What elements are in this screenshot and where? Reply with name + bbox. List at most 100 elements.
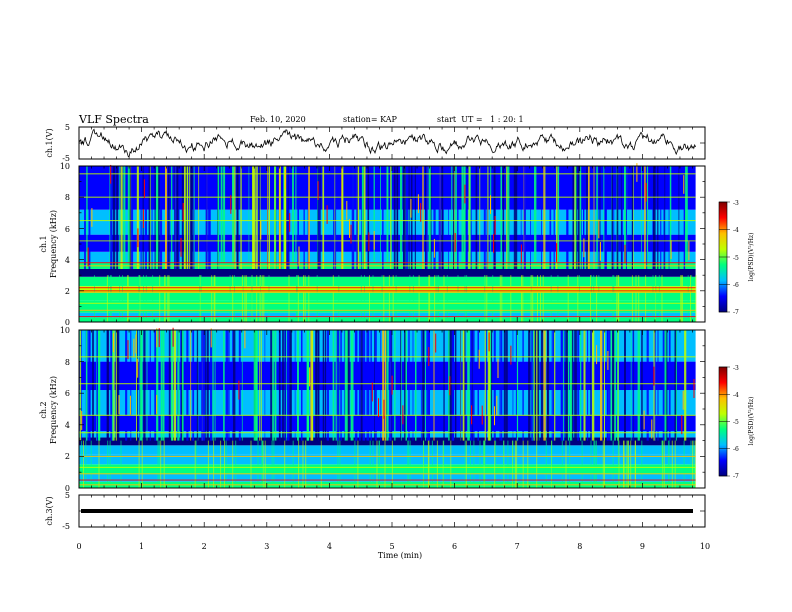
spectrogram-streak [290,330,292,441]
ch1-waveform-ylabel: ch.1(V) [45,128,54,157]
spectrogram-streak [232,440,234,488]
spectrogram-streak [108,275,109,322]
spectrogram-streak [301,330,303,441]
spectrogram-streak [593,166,595,269]
spectrogram-streak [425,330,426,441]
spectrogram-streak [200,275,202,322]
spectrogram-streak [353,166,355,269]
ch3-waveform-ticks [78,494,706,528]
spectrogram-streak [373,166,375,269]
spectrogram-streak [577,166,581,269]
spectrogram-streak [160,330,163,441]
spectrogram-streak [500,330,503,441]
spectrogram-streak [138,440,140,488]
spectrogram-streak [106,275,108,322]
spectrogram-streak [80,330,82,441]
spectrogram-streak [635,440,636,488]
spectrogram-streak [356,166,358,269]
spectrogram-streak [405,166,408,269]
spectrogram-streak [451,330,455,441]
spectrogram-streak [225,440,227,488]
spectrogram-streak [165,166,168,269]
spectrogram-streak [382,166,384,269]
spectrogram-streak [407,440,409,488]
spectrogram-streak [98,440,100,488]
spectrogram-streak [303,166,305,269]
spectrogram-streak [143,330,146,441]
spectrogram-streak [94,275,95,322]
spectrogram-streak [464,275,466,322]
spectrogram-streak [522,330,524,441]
start-ut-label: start UT = 1 : 20: 1 [437,115,524,124]
spectrogram-streak [388,275,390,322]
spectrogram-streak [616,166,619,269]
spectrogram-streak [687,275,689,322]
figure-title: VLF Spectra [78,113,149,126]
spectrogram-streak [85,330,88,441]
spectrogram-streak [214,275,216,322]
spectrogram-streak [400,330,402,441]
spectrogram-streak [372,275,374,322]
spectrogram-streak [391,166,392,269]
spectrogram-streak [569,440,571,488]
spectrogram-streak [448,166,449,269]
spectrogram-streak [193,166,195,269]
spectrogram-streak [232,166,235,269]
spectrogram-streak [380,166,381,269]
spectrogram-streak [241,275,243,322]
spectrogram-streak [210,330,213,441]
spectrogram-streak [646,330,649,441]
ch2-colorbar-tick-m7: -7 [733,473,739,480]
spectrogram-streak [298,440,300,488]
ch1-colorbar-tick-m7: -7 [733,309,739,316]
spectrogram-streak [553,166,555,269]
spectrogram-streak [167,166,170,269]
ch2-spectrogram-panel: 0 2 4 6 8 10 ch.2 Frequency (kHz) [39,326,706,493]
spectrogram-streak [663,440,665,488]
spectrogram-streak [624,330,626,441]
spectrogram-streak [590,275,592,322]
ch1-ytick-4: 4 [65,256,70,265]
spectrogram-streak [422,166,424,269]
spectrogram-streak [369,275,370,322]
spectrogram-streak [136,330,137,441]
spectrogram-streak [259,275,261,322]
spectrogram-streak [335,166,337,269]
spectrogram-streak [109,275,111,322]
spectrogram-streak [136,330,138,441]
spectrogram-streak [394,330,396,441]
spectrogram-streak [470,330,471,441]
spectrogram-streak [602,330,604,441]
spectrogram-streak [552,330,555,441]
spectrogram-streak [143,275,144,322]
xtick-1: 1 [139,542,144,551]
spectrogram-streak [653,166,656,269]
spectrogram-streak [332,275,334,322]
spectrogram-streak [625,166,627,269]
spectrogram-streak [152,275,154,322]
spectrogram-streak [412,330,414,441]
spectrogram-streak [192,330,195,441]
spectrogram-streak [441,166,444,269]
spectrogram-streak [674,330,677,441]
spectrogram-streak [557,166,560,269]
spectrogram-streak [131,166,134,269]
spectrogram-streak [486,275,488,322]
spectrogram-streak [262,440,263,488]
spectrogram-streak [428,166,431,269]
spectrogram-streak [505,330,508,441]
spectrogram-streak [284,166,287,269]
spectrogram-streak [316,275,318,322]
spectrogram-streak [664,166,666,269]
spectrogram-streak [228,330,230,441]
spectrogram-streak [485,330,487,441]
spectrogram-streak [633,330,635,441]
spectrogram-streak [470,166,472,269]
spectrogram-streak [577,330,580,441]
spectrogram-streak [351,166,354,269]
spectrogram-streak [433,330,435,441]
ch2-spectrogram-ylabel: Frequency (kHz) [49,376,58,444]
spectrogram-streak [118,166,120,269]
spectrogram-streak [167,275,169,322]
